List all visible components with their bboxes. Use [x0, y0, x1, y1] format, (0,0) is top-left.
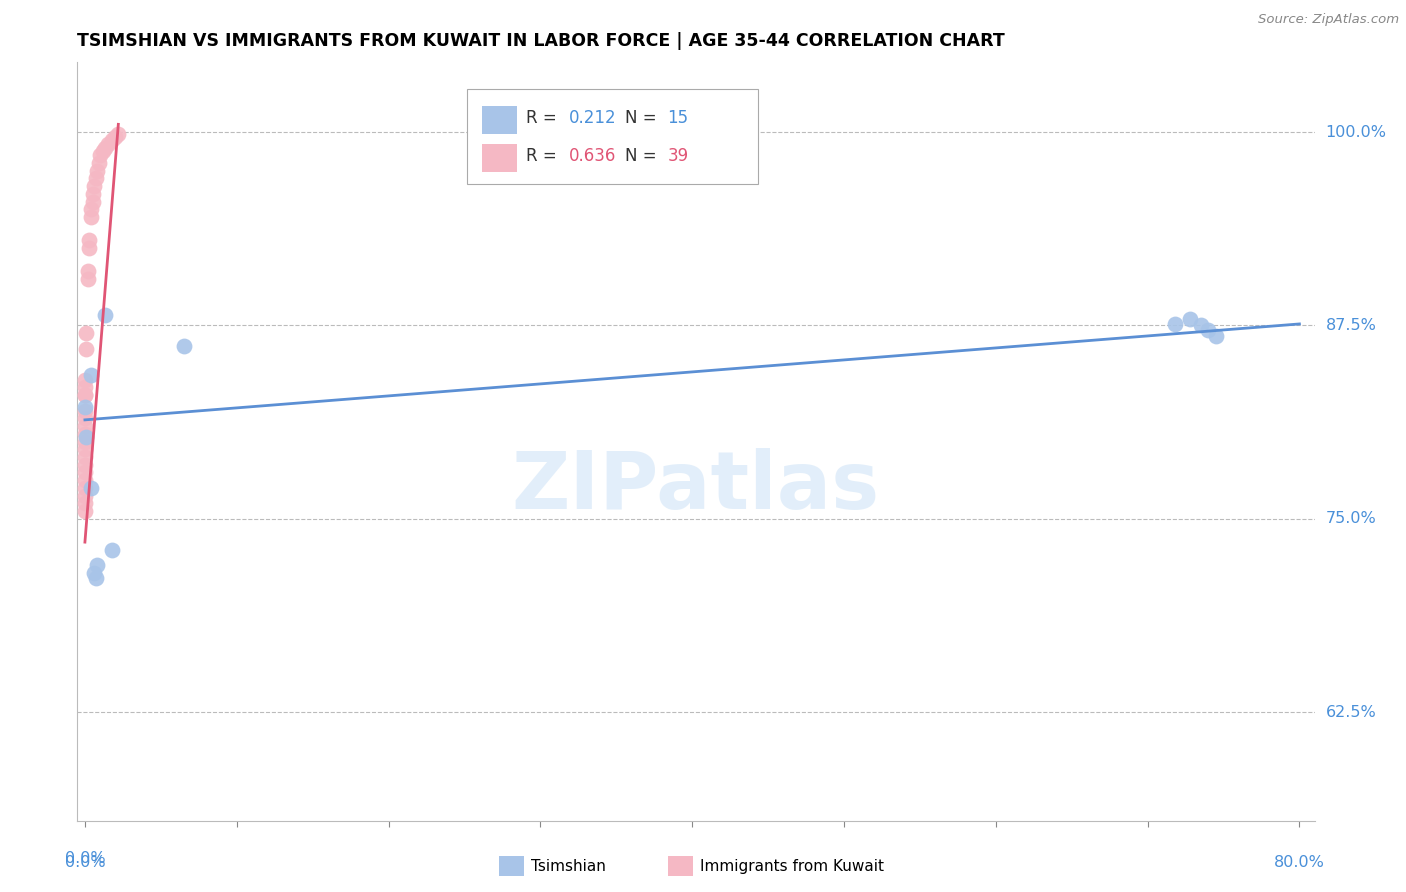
Point	[73, 434, 96, 449]
Point	[73, 388, 96, 402]
Point	[86, 558, 108, 573]
Text: N =: N =	[626, 109, 662, 127]
Point	[1205, 329, 1227, 343]
Point	[79, 241, 101, 255]
Text: 39: 39	[668, 146, 689, 165]
Point	[73, 442, 96, 457]
Text: R =: R =	[526, 146, 562, 165]
Point	[73, 403, 96, 417]
Text: 0.0%: 0.0%	[65, 855, 105, 870]
Point	[79, 233, 101, 247]
Point	[73, 388, 96, 402]
Point	[84, 571, 107, 585]
Point	[73, 504, 96, 518]
Text: 0.636: 0.636	[568, 146, 616, 165]
Point	[82, 194, 104, 209]
Point	[77, 264, 100, 278]
Point	[93, 308, 115, 322]
Text: Source: ZipAtlas.com: Source: ZipAtlas.com	[1258, 13, 1399, 27]
Point	[1197, 323, 1219, 337]
Point	[107, 127, 129, 141]
Point	[73, 380, 96, 394]
Point	[84, 171, 107, 186]
Text: Tsimshian: Tsimshian	[531, 859, 606, 873]
Point	[1178, 312, 1201, 326]
Point	[73, 481, 96, 495]
Text: N =: N =	[626, 146, 662, 165]
Point	[73, 373, 96, 387]
Point	[75, 430, 97, 444]
Point	[73, 473, 96, 487]
Point	[1189, 318, 1212, 333]
Point	[80, 202, 103, 217]
FancyBboxPatch shape	[467, 89, 758, 184]
Text: 15: 15	[668, 109, 689, 127]
Text: R =: R =	[526, 109, 562, 127]
Text: 100.0%: 100.0%	[1326, 125, 1386, 139]
Point	[80, 481, 103, 495]
FancyBboxPatch shape	[482, 105, 516, 135]
Point	[80, 368, 103, 382]
Point	[173, 338, 195, 352]
Point	[101, 133, 124, 147]
Text: TSIMSHIAN VS IMMIGRANTS FROM KUWAIT IN LABOR FORCE | AGE 35-44 CORRELATION CHART: TSIMSHIAN VS IMMIGRANTS FROM KUWAIT IN L…	[77, 32, 1005, 50]
Point	[83, 566, 105, 580]
Point	[101, 542, 124, 557]
Point	[83, 179, 105, 194]
Point	[97, 137, 120, 152]
Point	[73, 458, 96, 472]
Point	[104, 129, 127, 144]
Point	[80, 210, 103, 224]
Y-axis label: In Labor Force | Age 35-44: In Labor Force | Age 35-44	[0, 335, 8, 548]
Point	[1164, 317, 1187, 331]
Point	[77, 272, 100, 286]
FancyBboxPatch shape	[482, 144, 516, 172]
Point	[73, 419, 96, 434]
Point	[73, 426, 96, 441]
Point	[73, 401, 96, 415]
Point	[73, 411, 96, 425]
Text: 0.0%: 0.0%	[65, 851, 105, 866]
Point	[75, 326, 97, 341]
Point	[82, 186, 104, 201]
Point	[73, 489, 96, 503]
Point	[91, 144, 114, 158]
Text: 75.0%: 75.0%	[1326, 511, 1376, 526]
Point	[93, 140, 115, 154]
Point	[73, 496, 96, 510]
Text: Immigrants from Kuwait: Immigrants from Kuwait	[700, 859, 884, 873]
Text: 62.5%: 62.5%	[1326, 705, 1376, 720]
Point	[73, 450, 96, 464]
Text: 0.212: 0.212	[568, 109, 616, 127]
Point	[89, 148, 111, 162]
Point	[75, 342, 97, 356]
Text: 80.0%: 80.0%	[1274, 855, 1324, 870]
Text: 87.5%: 87.5%	[1326, 318, 1376, 333]
Point	[86, 163, 108, 178]
Point	[87, 156, 110, 170]
Text: ZIPatlas: ZIPatlas	[512, 448, 880, 526]
Point	[73, 466, 96, 480]
